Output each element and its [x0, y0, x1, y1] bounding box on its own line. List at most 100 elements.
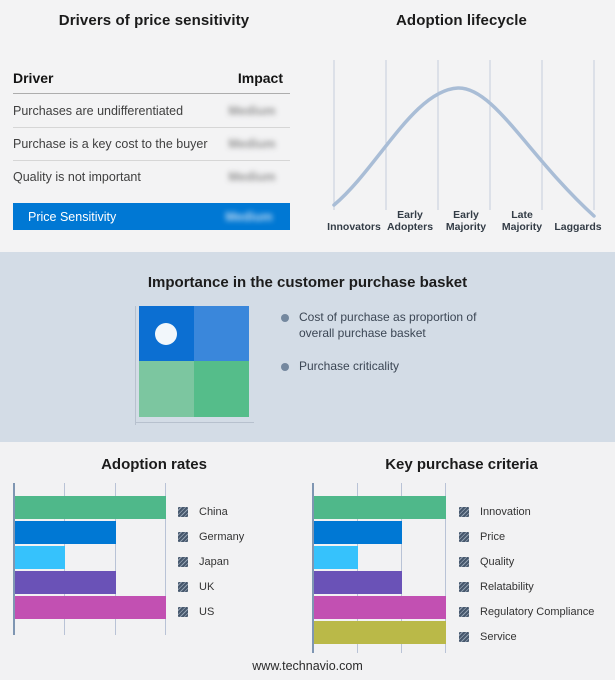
- quadrant-y-axis: [135, 306, 136, 425]
- bar-china: [15, 496, 166, 519]
- position-dot-icon: [155, 323, 177, 345]
- lifecycle-panel: Adoption lifecycle Innovators Early Adopt…: [308, 0, 615, 252]
- website-url: www.technavio.com: [252, 659, 363, 673]
- quadrant-x-axis: [135, 422, 254, 423]
- hatched-swatch-icon: [178, 531, 188, 542]
- bar-us: [15, 596, 166, 619]
- legend-item-price: Price: [459, 524, 594, 549]
- price-sensitivity-impact-blurred: Medium: [225, 209, 273, 224]
- stage-label-innovators: Innovators: [327, 220, 381, 233]
- legend-item-regulatory-compliance: Regulatory Compliance: [459, 599, 594, 624]
- hatched-swatch-icon: [459, 581, 469, 592]
- adoption-rates-title: Adoption rates: [101, 456, 207, 473]
- column-header-driver: Driver: [13, 70, 54, 86]
- drivers-table-rows: Purchases are undifferentiated Medium Purc…: [13, 95, 290, 193]
- quadrant-top-right: [194, 306, 249, 361]
- legend-item-service: Service: [459, 624, 594, 649]
- stage-label-early-majority: Early Majority: [445, 208, 487, 233]
- legend-label: China: [199, 505, 228, 518]
- driver-row: Purchases are undifferentiated Medium: [13, 95, 290, 128]
- bar-service: [314, 621, 446, 644]
- quadrant-matrix: [135, 306, 254, 425]
- gridline: [115, 483, 116, 635]
- y-axis-line: [312, 483, 314, 653]
- bar-price: [314, 521, 403, 544]
- key-purchase-criteria-plot: [312, 483, 446, 653]
- bullet-icon: [281, 314, 289, 322]
- bar-quality: [314, 546, 358, 569]
- legend-label: Service: [480, 630, 517, 643]
- price-sensitivity-row: Price Sensitivity Medium: [13, 203, 290, 230]
- price-sensitivity-label: Price Sensitivity: [28, 209, 117, 224]
- legend-label: Germany: [199, 530, 245, 543]
- y-axis-line: [13, 483, 15, 635]
- driver-cell: Purchase is a key cost to the buyer: [13, 137, 208, 151]
- legend-item-germany: Germany: [178, 524, 244, 549]
- impact-value-blurred: Medium: [228, 104, 276, 118]
- key-purchase-criteria-legend: Innovation Price Quality Relatability Regula…: [459, 499, 594, 649]
- bullet-item: Purchase criticality: [281, 359, 506, 375]
- bar-germany: [15, 521, 117, 544]
- adoption-rates-chart: Adoption rates China Germany Japan UK US: [0, 442, 308, 680]
- bullet-item: Cost of purchase as proportion of overal…: [281, 310, 506, 342]
- hatched-swatch-icon: [178, 506, 188, 517]
- lifecycle-stage-labels: Innovators Early Adopters Early Majority La…: [326, 203, 606, 233]
- lifecycle-gridlines: [333, 60, 595, 210]
- stage-label-late-majority: Late Majority: [501, 208, 543, 233]
- bar-regulatory-compliance: [314, 596, 446, 619]
- gridline: [401, 483, 403, 653]
- basket-bullet-list: Cost of purchase as proportion of overal…: [281, 310, 506, 391]
- bars-group: [15, 496, 166, 621]
- bars-group: [314, 496, 446, 646]
- stage-label-early-adopters: Early Adopters: [386, 208, 434, 233]
- lifecycle-chart: [332, 60, 596, 218]
- legend-item-china: China: [178, 499, 244, 524]
- driver-row: Quality is not important Medium: [13, 161, 290, 193]
- hatched-swatch-icon: [459, 556, 469, 567]
- driver-cell: Purchases are undifferentiated: [13, 104, 184, 118]
- legend-label: Price: [480, 530, 506, 543]
- hatched-swatch-icon: [459, 631, 469, 642]
- gridline: [165, 483, 166, 635]
- key-purchase-criteria-chart: Key purchase criteria Innovation Price Qua…: [308, 442, 615, 680]
- drivers-table-header: Driver Impact: [13, 70, 290, 94]
- legend-item-japan: Japan: [178, 549, 244, 574]
- legend-item-relatability: Relatability: [459, 574, 594, 599]
- bullet-icon: [281, 362, 289, 371]
- legend-label: UK: [199, 580, 215, 593]
- legend-item-innovation: Innovation: [459, 499, 594, 524]
- legend-item-us: US: [178, 599, 244, 624]
- impact-value-blurred: Medium: [228, 170, 276, 184]
- bottom-section: Adoption rates China Germany Japan UK US Key…: [0, 442, 615, 680]
- legend-item-quality: Quality: [459, 549, 594, 574]
- stage-label-laggards: Laggards: [554, 220, 602, 233]
- bell-curve: [332, 86, 596, 218]
- drivers-title: Drivers of price sensitivity: [58, 12, 250, 29]
- gridline: [445, 483, 446, 653]
- basket-title: Importance in the customer purchase bask…: [147, 274, 468, 291]
- hatched-swatch-icon: [459, 606, 469, 617]
- hatched-swatch-icon: [459, 531, 469, 542]
- adoption-rates-legend: China Germany Japan UK US: [178, 499, 244, 624]
- bar-japan: [15, 546, 65, 569]
- hatched-swatch-icon: [178, 606, 188, 617]
- driver-row: Purchase is a key cost to the buyer Mediu…: [13, 128, 290, 161]
- bar-uk: [15, 571, 117, 594]
- column-header-impact: Impact: [237, 70, 283, 86]
- legend-label: Quality: [480, 555, 515, 568]
- quadrant-bottom-right: [194, 361, 249, 417]
- legend-label: Japan: [199, 555, 229, 568]
- bullet-text: Cost of purchase as proportion of overal…: [299, 310, 477, 340]
- driver-cell: Quality is not important: [13, 170, 141, 184]
- bar-relatability: [314, 571, 403, 594]
- adoption-rates-plot: [13, 483, 166, 635]
- basket-section: Importance in the customer purchase bask…: [0, 252, 615, 442]
- key-purchase-criteria-title: Key purchase criteria: [385, 456, 538, 473]
- bullet-text: Purchase criticality: [299, 358, 400, 373]
- lifecycle-title: Adoption lifecycle: [396, 12, 527, 29]
- hatched-swatch-icon: [178, 581, 188, 592]
- legend-label: Innovation: [480, 505, 531, 518]
- bar-innovation: [314, 496, 446, 519]
- quadrant-bottom-left: [139, 361, 194, 417]
